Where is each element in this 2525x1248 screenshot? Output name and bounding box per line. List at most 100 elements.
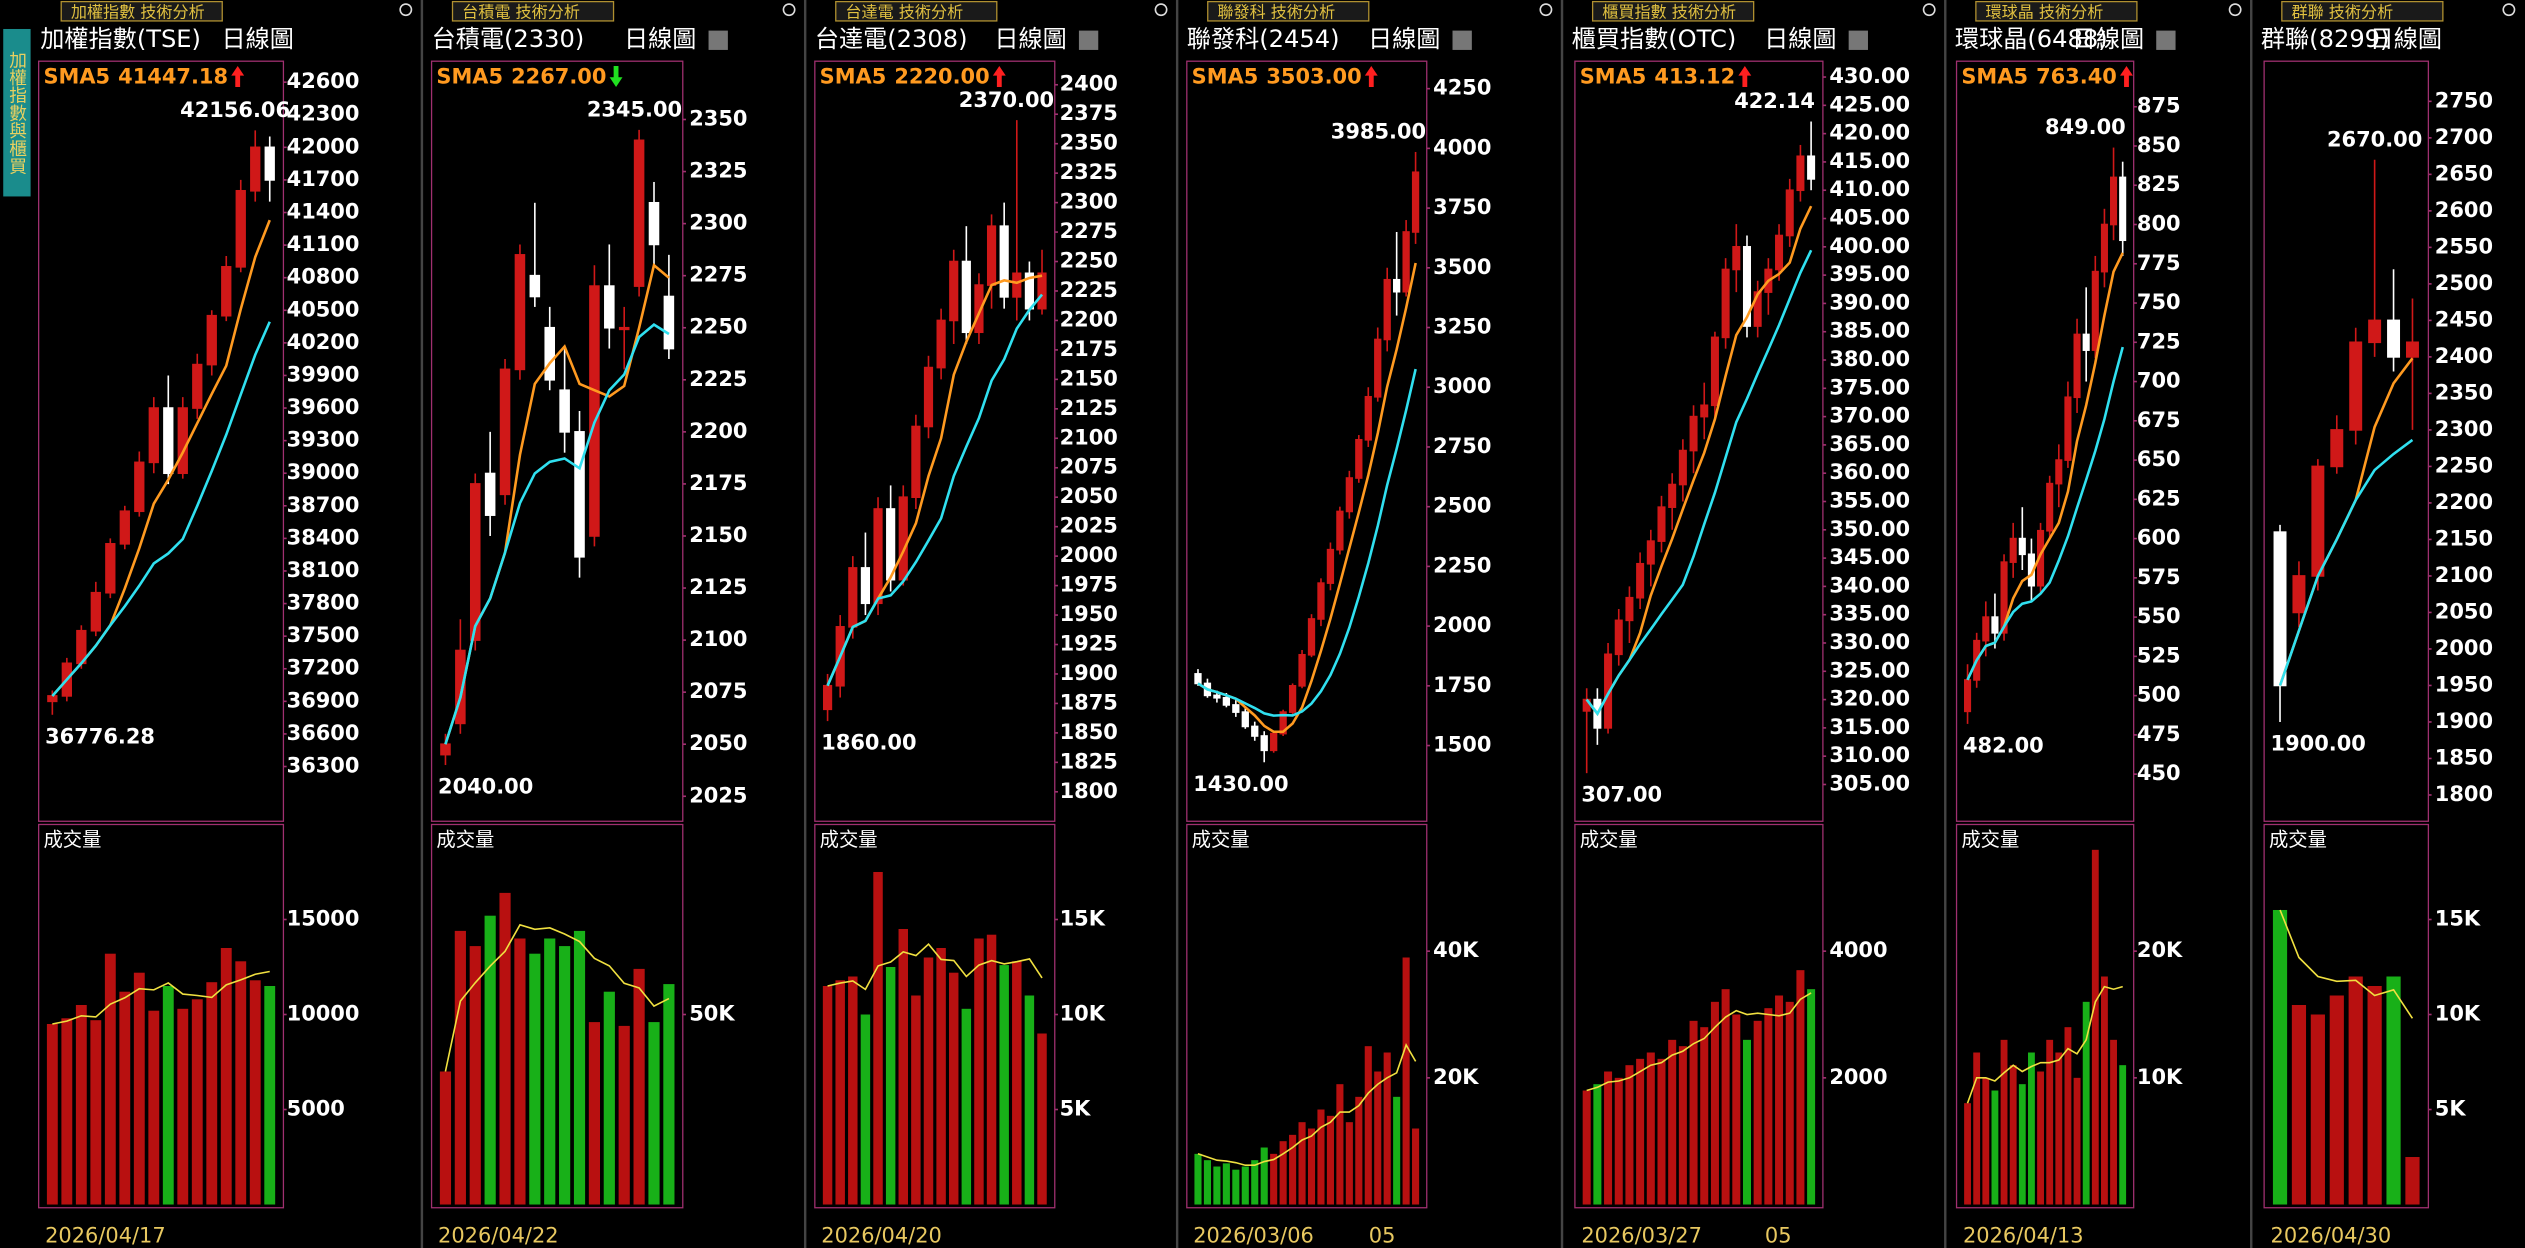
tab[interactable] [1207, 0, 1370, 22]
candle-body [2368, 319, 2382, 344]
candle-body [1307, 618, 1316, 656]
volume-ma-line [827, 942, 1043, 991]
candle-body [974, 284, 984, 334]
volume-frame [2263, 823, 2430, 1209]
date-label: 2026/04/17 [45, 1224, 166, 1248]
candle-body [949, 260, 959, 322]
candle-body [999, 225, 1009, 298]
tab[interactable] [1591, 0, 1755, 22]
y-tick-label: 2100 [2435, 563, 2493, 587]
volume-bar [648, 1022, 660, 1205]
y-tick-label: 405.00 [1829, 206, 1910, 230]
period-dropdown[interactable] [1452, 30, 1472, 50]
candle-body [1807, 155, 1816, 180]
sma-label: SMA5 [1961, 64, 2028, 88]
low-label: 307.00 [1581, 783, 1662, 807]
zoom-icon[interactable] [1539, 3, 1553, 17]
candle-body [648, 201, 660, 246]
ma10-line [826, 293, 1044, 687]
y-tick-label: 380.00 [1829, 347, 1910, 371]
v-tick-label: 15K [2435, 906, 2481, 930]
candle-body [1982, 616, 1990, 642]
y-tick-label: 550 [2137, 604, 2181, 628]
y-tick-label: 875 [2137, 94, 2181, 118]
y-tick-label: 41100 [287, 232, 360, 256]
panel-title: 台積電(2330) [432, 25, 585, 53]
tab[interactable] [2281, 0, 2444, 22]
candle-body [455, 649, 466, 725]
period-dropdown[interactable] [1078, 30, 1099, 50]
v-tick-label: 10K [1060, 1002, 1106, 1026]
y-tick-label: 39000 [287, 460, 360, 484]
y-tick-label: 345.00 [1829, 545, 1910, 569]
period-dropdown[interactable] [708, 30, 728, 50]
volume-bar [469, 946, 481, 1205]
volume-frame [1574, 823, 1824, 1209]
y-tick-label: 700 [2137, 369, 2181, 393]
y-tick-label: 1950 [2435, 672, 2493, 696]
volume-bar [1355, 1096, 1363, 1205]
volume-bar [206, 982, 218, 1205]
candle-body [1636, 562, 1645, 599]
v-tick-label: 15K [1060, 906, 1106, 930]
zoom-icon[interactable] [2502, 3, 2516, 17]
y-tick-label: 2300 [1060, 190, 1118, 214]
tab[interactable] [451, 0, 615, 22]
candle-body [2405, 341, 2419, 358]
sidebar-tab[interactable] [3, 28, 31, 197]
sma-label: SMA5 [43, 64, 110, 88]
volume-bar [133, 972, 145, 1205]
y-tick-label: 2175 [689, 471, 747, 495]
y-tick-label: 2325 [1060, 160, 1118, 184]
zoom-icon[interactable] [399, 3, 413, 17]
tab[interactable] [1975, 0, 2138, 22]
candle-body [264, 146, 275, 181]
low-label: 1900.00 [2271, 732, 2366, 756]
y-tick-label: 36900 [287, 688, 360, 712]
volume-label: 成交量 [1192, 828, 1250, 851]
y-tick-label: 3000 [1433, 374, 1491, 398]
tab[interactable] [60, 0, 223, 22]
y-tick-label: 400.00 [1829, 234, 1910, 258]
candle-body [1689, 415, 1698, 452]
ma10-line [2278, 438, 2414, 686]
volume-label: 成交量 [1961, 828, 2019, 851]
candle-body [1657, 506, 1666, 542]
v-tick-label: 50K [689, 1002, 735, 1026]
period-dropdown[interactable] [2156, 30, 2176, 50]
y-tick-label: 1750 [1433, 673, 1491, 697]
y-tick-label: 575 [2137, 565, 2181, 589]
volume-bar [1326, 1115, 1334, 1205]
ma10-line [444, 323, 670, 745]
volume-bar [835, 980, 845, 1205]
high-label: 2370.00 [959, 88, 1054, 112]
candle-body [1374, 338, 1382, 398]
tab[interactable] [835, 0, 998, 22]
zoom-icon[interactable] [1922, 3, 1936, 17]
y-tick-label: 2450 [2435, 307, 2493, 331]
v-tick-label: 20K [2137, 938, 2183, 962]
y-tick-label: 36300 [287, 754, 360, 778]
candle-body [2091, 270, 2099, 351]
y-tick-label: 2000 [2435, 636, 2493, 660]
y-tick-label: 2650 [2435, 161, 2493, 185]
volume-label: 成交量 [2269, 828, 2327, 851]
volume-bar [2000, 1039, 2008, 1205]
volume-bar [2272, 909, 2288, 1205]
y-tick-label: 650 [2137, 447, 2181, 471]
candle-body [148, 407, 159, 464]
period-dropdown[interactable] [1848, 30, 1868, 50]
candle-body [1625, 596, 1634, 622]
price-frame [38, 60, 285, 822]
zoom-icon[interactable] [782, 3, 796, 17]
volume-bar [999, 965, 1009, 1205]
y-tick-label: 2325 [689, 159, 747, 183]
zoom-icon[interactable] [2228, 3, 2242, 17]
zoom-icon[interactable] [1154, 3, 1168, 17]
tab-label: 加權指數 技術分析 [71, 2, 205, 21]
v-tick-label: 2000 [1829, 1065, 1887, 1089]
tab-label: 台達電 技術分析 [845, 2, 963, 21]
y-tick-label: 1950 [1060, 602, 1118, 626]
candle-body [589, 285, 600, 537]
